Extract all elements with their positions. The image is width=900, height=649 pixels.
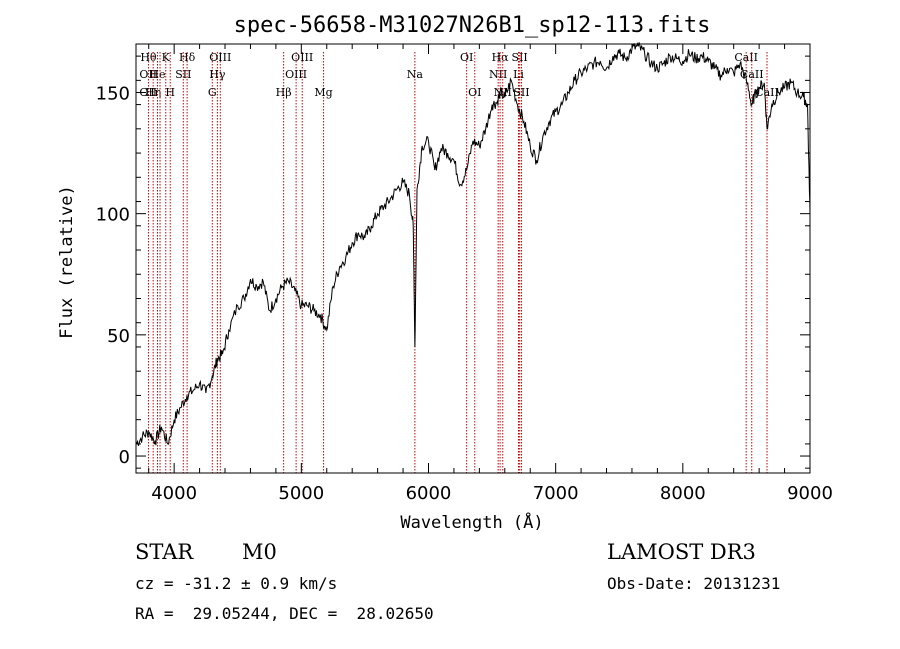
x-tick-label: 5000 (278, 483, 324, 504)
line-marker-label: SII (512, 51, 528, 64)
line-marker-label: H (165, 86, 175, 99)
x-tick-label: 7000 (533, 483, 579, 504)
line-marker-label: OI (468, 86, 481, 99)
y-ticks: 0 50 100 150 (96, 55, 810, 469)
line-marker-label: K (162, 51, 171, 64)
line-marker-label: Mg (314, 86, 332, 99)
line-marker-label: Hγ (209, 68, 226, 81)
line-marker-label: OIII (285, 68, 307, 81)
x-ticks: 4000 5000 6000 7000 8000 9000 (148, 44, 833, 504)
line-marker-label: OI (460, 51, 473, 64)
ra-dec: RA = 29.05244, DEC = 28.02650 (135, 604, 434, 623)
line-marker-label: Li (513, 68, 524, 81)
chart-title: spec-56658-M31027N26B1_sp12-113.fits (234, 13, 711, 38)
line-marker-label: Na (407, 68, 424, 81)
line-marker-label: CaII (734, 51, 758, 64)
x-tick-label: 6000 (406, 483, 452, 504)
line-marker-label: OII (139, 86, 157, 99)
y-tick-label: 0 (119, 447, 130, 468)
line-marker-label: SII (175, 68, 191, 81)
spectrum-line (135, 42, 811, 446)
redshift-cz: cz = -31.2 ± 0.9 km/s (135, 574, 338, 593)
x-tick-label: 9000 (787, 483, 833, 504)
y-tick-label: 100 (96, 205, 130, 226)
obs-date: Obs-Date: 20131231 (607, 574, 781, 593)
line-marker-label: Hβ (276, 86, 292, 99)
line-marker-label: OIII (291, 51, 313, 64)
line-marker-label: Hθ (140, 51, 157, 64)
line-markers: HθHηHeKHSIIHδGHγOIIIHβOIIIOIIIMgNaOIOINI… (139, 51, 779, 473)
spectrum-chart: spec-56658-M31027N26B1_sp12-113.fits Hθ H… (57, 13, 833, 533)
plot-frame (135, 43, 811, 474)
object-class: STAR (135, 540, 194, 564)
y-tick-label: 50 (107, 326, 130, 347)
line-marker-label: OII (139, 68, 157, 81)
line-marker-label: He (149, 68, 165, 81)
x-tick-label: 4000 (151, 483, 197, 504)
line-marker-label: CaII (755, 86, 779, 99)
line-marker-label: G (208, 86, 217, 99)
x-axis-label: Wavelength (Å) (400, 511, 543, 533)
x-tick-label: 8000 (660, 483, 706, 504)
line-marker-label: Hδ (179, 51, 196, 64)
object-subclass: M0 (242, 540, 277, 564)
line-marker-label: Hα (492, 51, 510, 64)
line-marker-label: OIII (209, 51, 231, 64)
line-marker-label: SII (513, 86, 529, 99)
y-axis-label: Flux (relative) (57, 185, 77, 339)
line-marker-label: NII (489, 68, 507, 81)
y-tick-label: 150 (96, 83, 130, 104)
survey-name: LAMOST DR3 (607, 540, 756, 564)
